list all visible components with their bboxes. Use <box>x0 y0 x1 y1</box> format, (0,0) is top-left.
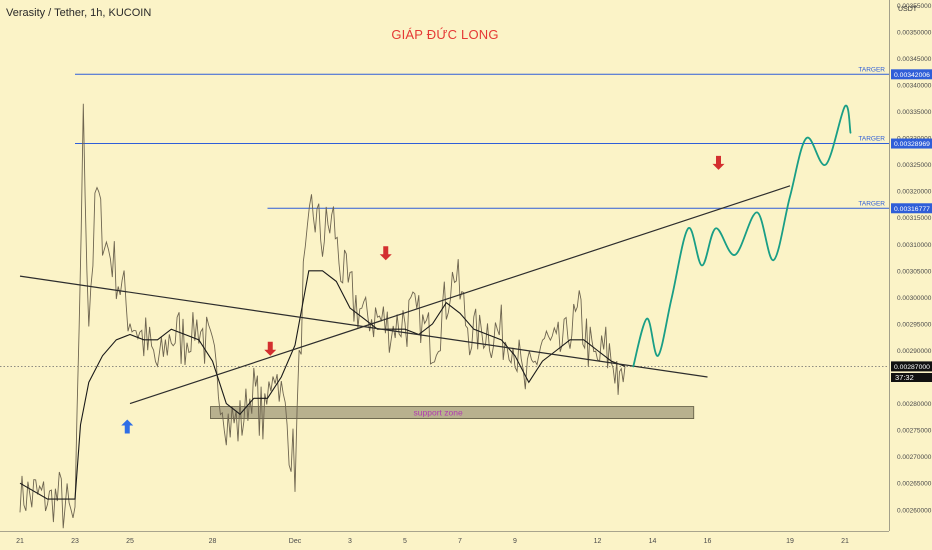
y-tick-label: 0.00310000 <box>897 242 932 249</box>
axis-unit: USDT <box>898 6 918 13</box>
current-price-label: 0.00287000 <box>894 364 930 371</box>
y-tick-label: 0.00350000 <box>897 29 932 36</box>
x-tick-label: 12 <box>594 538 602 545</box>
arrow-down-icon <box>712 155 725 170</box>
target-price-label: 0.00342006 <box>894 72 930 79</box>
author-title: GIÁP ĐỨC LONG <box>391 27 499 42</box>
y-tick-label: 0.00260000 <box>897 507 932 514</box>
target-label: TARGER <box>858 66 885 73</box>
y-tick-label: 0.00305000 <box>897 268 932 275</box>
plot-area: support zone <box>0 73 889 529</box>
arrow-up-icon <box>121 419 134 434</box>
target-price-tag <box>891 69 932 80</box>
price-series-line <box>19 103 626 529</box>
y-tick-label: 0.00345000 <box>897 56 932 63</box>
x-tick-label: 7 <box>458 538 462 545</box>
target-price-tag <box>891 138 932 149</box>
x-tick-label: 5 <box>403 538 407 545</box>
y-tick-label: 0.00315000 <box>897 215 932 222</box>
arrow-down-icon <box>264 341 277 356</box>
y-tick-label: 0.00290000 <box>897 348 932 355</box>
x-tick-label: Dec <box>289 538 302 545</box>
y-tick-label: 0.00335000 <box>897 109 932 116</box>
candle-countdown: 37:32 <box>891 373 932 382</box>
support-zone-label: support zone <box>414 408 463 418</box>
y-tick-label: 0.00270000 <box>897 454 932 461</box>
x-tick-label: 16 <box>704 538 712 545</box>
y-tick-label: 0.00275000 <box>897 428 932 435</box>
arrow-down-icon <box>379 246 392 261</box>
x-tick-label: 19 <box>786 538 794 545</box>
x-tick-label: 9 <box>513 538 517 545</box>
current-price-tag <box>891 361 932 372</box>
y-tick-label: 0.00280000 <box>897 401 932 408</box>
y-tick-label: 0.00340000 <box>897 82 932 89</box>
target-label: TARGER <box>858 136 885 143</box>
y-tick-label: 0.00295000 <box>897 321 932 328</box>
x-tick-label: 21 <box>841 538 849 545</box>
target-price-label: 0.00316777 <box>894 206 930 213</box>
ascending-trendline <box>129 185 791 405</box>
x-tick-label: 14 <box>649 538 657 545</box>
target-label: TARGER <box>858 200 885 207</box>
target-price-tag <box>891 203 932 214</box>
y-tick-label: 0.00355000 <box>897 3 932 10</box>
support-zone <box>210 406 695 419</box>
pair-title: Verasity / Tether, 1h, KUCOIN <box>6 7 152 19</box>
x-tick-label: 23 <box>71 538 79 545</box>
x-tick-label: 21 <box>16 538 24 545</box>
moving-average-line <box>19 270 626 500</box>
x-tick-label: 28 <box>209 538 217 545</box>
projection-path <box>632 104 852 368</box>
x-tick-label: 3 <box>348 538 352 545</box>
y-tick-label: 0.00320000 <box>897 189 932 196</box>
target-price-label: 0.00328969 <box>894 141 930 148</box>
y-tick-label: 0.00300000 <box>897 295 932 302</box>
y-tick-label: 0.00325000 <box>897 162 932 169</box>
y-tick-label: 0.00265000 <box>897 481 932 488</box>
x-tick-label: 25 <box>126 538 134 545</box>
